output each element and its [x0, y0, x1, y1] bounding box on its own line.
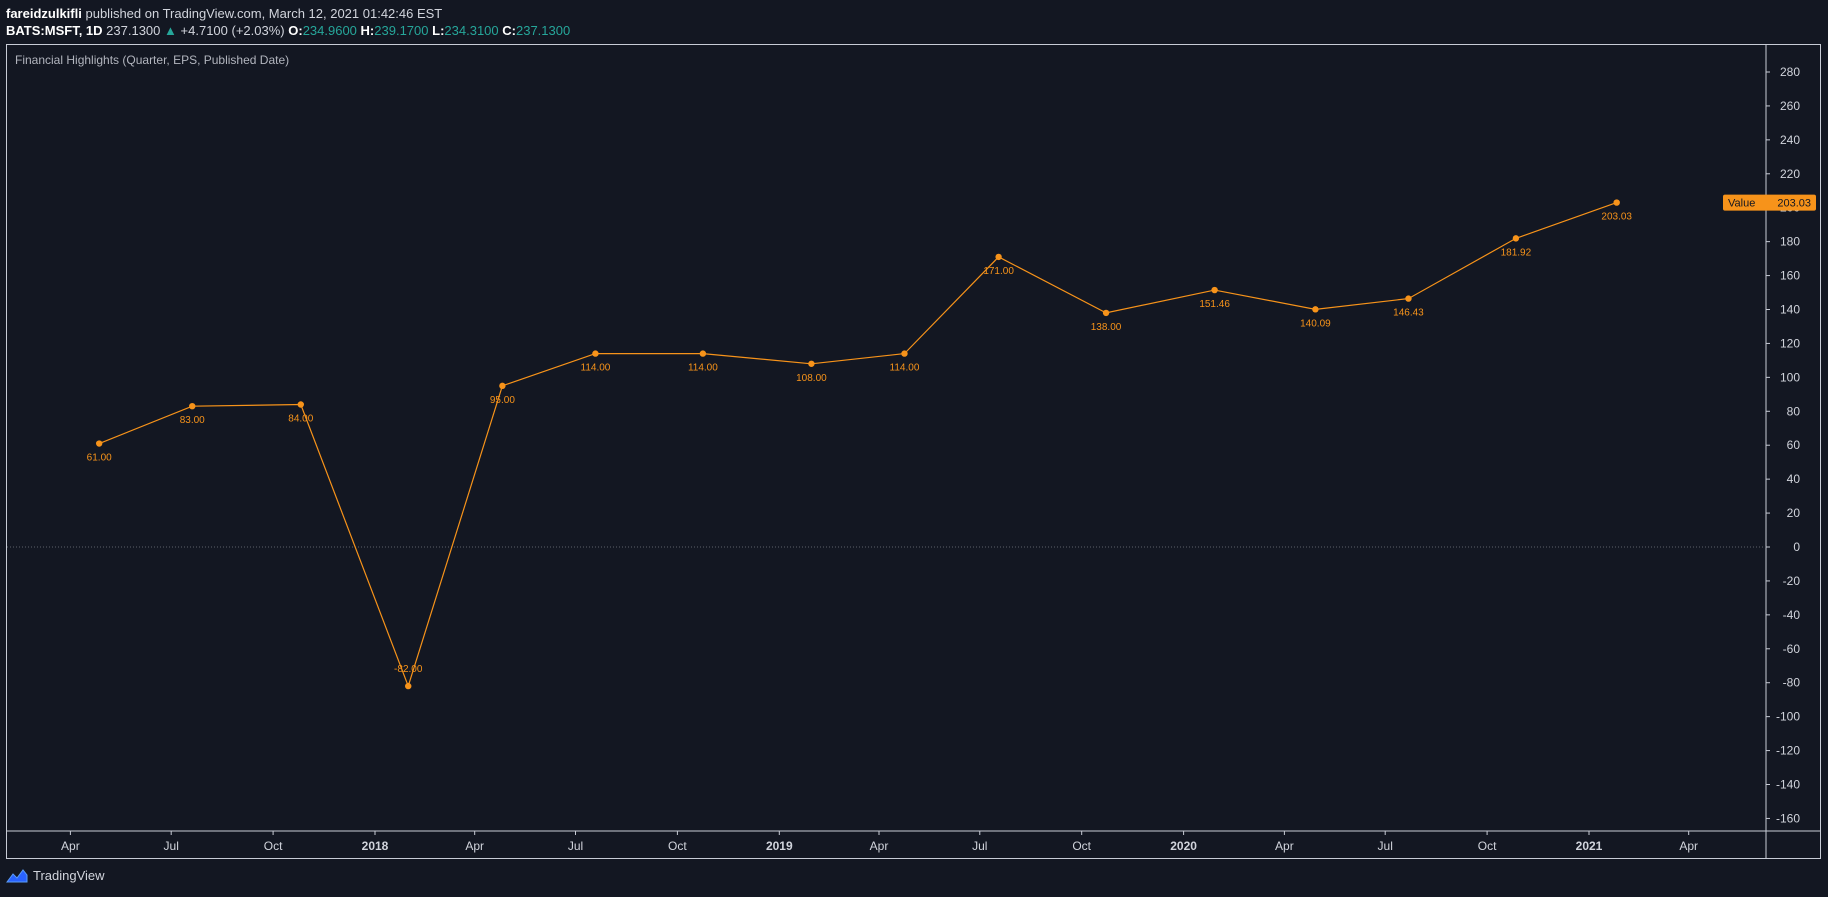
data-point [592, 350, 599, 357]
data-label: 138.00 [1091, 322, 1122, 333]
data-label: 151.46 [1199, 299, 1230, 310]
data-label: 95.00 [490, 395, 515, 406]
brand-name[interactable]: TradingView [33, 868, 105, 883]
x-tick-label: Jul [568, 839, 583, 853]
data-label: 114.00 [581, 363, 611, 374]
y-tick-label: 60 [1787, 438, 1801, 452]
publish-line: fareidzulkifli published on TradingView.… [6, 5, 570, 22]
y-tick-label: -120 [1776, 744, 1800, 758]
eps-series-line [98, 202, 1617, 688]
y-tick-label: 180 [1780, 235, 1800, 249]
indicator-title: Financial Highlights (Quarter, EPS, Publ… [15, 53, 290, 67]
x-tick-label: Oct [264, 839, 283, 853]
x-tick-label: Apr [465, 839, 484, 853]
data-point [297, 401, 304, 408]
y-tick-label: 100 [1780, 370, 1800, 384]
x-tick-label: 2020 [1170, 839, 1197, 853]
price-change: +4.7100 (+2.03%) [180, 23, 285, 38]
y-tick-label: 140 [1780, 303, 1800, 317]
y-tick-label: -40 [1783, 608, 1801, 622]
last-price: 237.1300 [106, 23, 161, 38]
data-label: 146.43 [1393, 308, 1424, 319]
open-value: 234.9600 [302, 23, 357, 38]
y-tick-label: 20 [1787, 506, 1801, 520]
last-value-badge [1723, 194, 1816, 211]
y-tick-label: 80 [1787, 404, 1801, 418]
y-tick-label: 280 [1780, 65, 1800, 79]
data-point [1613, 199, 1620, 206]
x-tick-label: Apr [1275, 839, 1294, 853]
close-value: 237.1300 [515, 23, 571, 38]
close-label: C: [502, 23, 516, 38]
data-point [1102, 309, 1110, 317]
open-label: O: [288, 23, 303, 38]
chart-frame [6, 44, 1821, 859]
y-tick-label: 0 [1793, 540, 1800, 554]
data-label: 84.00 [288, 414, 313, 425]
data-label: -82.00 [394, 664, 423, 675]
x-tick-label: Jul [1378, 839, 1393, 853]
low-value: 234.3100 [444, 23, 499, 38]
y-tick-label: 160 [1780, 269, 1800, 283]
data-label: 181.92 [1501, 247, 1532, 258]
y-tick-label: -60 [1783, 642, 1801, 656]
y-tick-label: -160 [1776, 811, 1800, 825]
last-value-number: 203.03 [1777, 198, 1811, 210]
data-point [95, 440, 103, 447]
y-tick-label: 120 [1780, 336, 1800, 350]
x-tick-label: Jul [164, 839, 179, 853]
chart-header: fareidzulkifli published on TradingView.… [6, 5, 570, 39]
footer: TradingView [6, 868, 105, 883]
data-point [1405, 295, 1412, 302]
data-label: 83.00 [180, 415, 205, 426]
published-text: published on TradingView.com, March 12, … [85, 6, 443, 21]
x-tick-label: 2018 [362, 839, 389, 853]
tradingview-logo-icon [6, 868, 28, 882]
y-tick-label: -80 [1783, 676, 1801, 690]
x-tick-label: 2019 [766, 839, 793, 853]
data-point [1211, 286, 1218, 294]
data-label: 203.03 [1601, 212, 1632, 223]
data-label: 171.00 [983, 266, 1014, 277]
last-value-label: Value [1728, 198, 1755, 210]
data-label: 114.00 [688, 363, 718, 374]
data-label: 108.00 [796, 373, 827, 384]
data-point [901, 350, 908, 357]
y-tick-label: -20 [1783, 574, 1801, 588]
x-tick-label: Oct [1478, 839, 1497, 853]
y-tick-label: 40 [1787, 472, 1801, 486]
high-value: 239.1700 [374, 23, 429, 38]
data-label: 114.00 [890, 363, 920, 374]
x-tick-label: Apr [1679, 839, 1698, 853]
y-tick-label: 220 [1780, 167, 1800, 181]
ohlc-line: BATS:MSFT, 1D 237.1300 ▲ +4.7100 (+2.03%… [6, 22, 570, 39]
data-point [808, 360, 815, 367]
data-point [995, 253, 1002, 261]
up-arrow-icon: ▲ [164, 23, 177, 38]
data-label: 140.09 [1300, 318, 1331, 329]
x-tick-label: 2021 [1576, 839, 1603, 853]
data-label: 61.00 [87, 453, 112, 464]
data-point [1512, 235, 1520, 242]
y-tick-label: 240 [1780, 133, 1800, 147]
y-tick-label: -140 [1776, 778, 1800, 792]
x-tick-label: Oct [668, 839, 687, 853]
high-label: H: [360, 23, 375, 38]
x-tick-label: Oct [1072, 839, 1091, 853]
data-point [1312, 306, 1319, 313]
data-point [405, 682, 412, 690]
x-tick-label: Apr [870, 839, 889, 853]
author-name[interactable]: fareidzulkifli [6, 6, 82, 21]
y-tick-label: 260 [1780, 99, 1800, 113]
symbol-label: BATS:MSFT, 1D [6, 23, 103, 38]
x-tick-label: Jul [972, 839, 987, 853]
data-point [189, 402, 196, 410]
data-point [499, 382, 506, 390]
y-tick-label: -100 [1776, 710, 1800, 724]
low-label: L: [432, 23, 445, 38]
x-tick-label: Apr [61, 839, 80, 853]
data-point [699, 350, 707, 357]
